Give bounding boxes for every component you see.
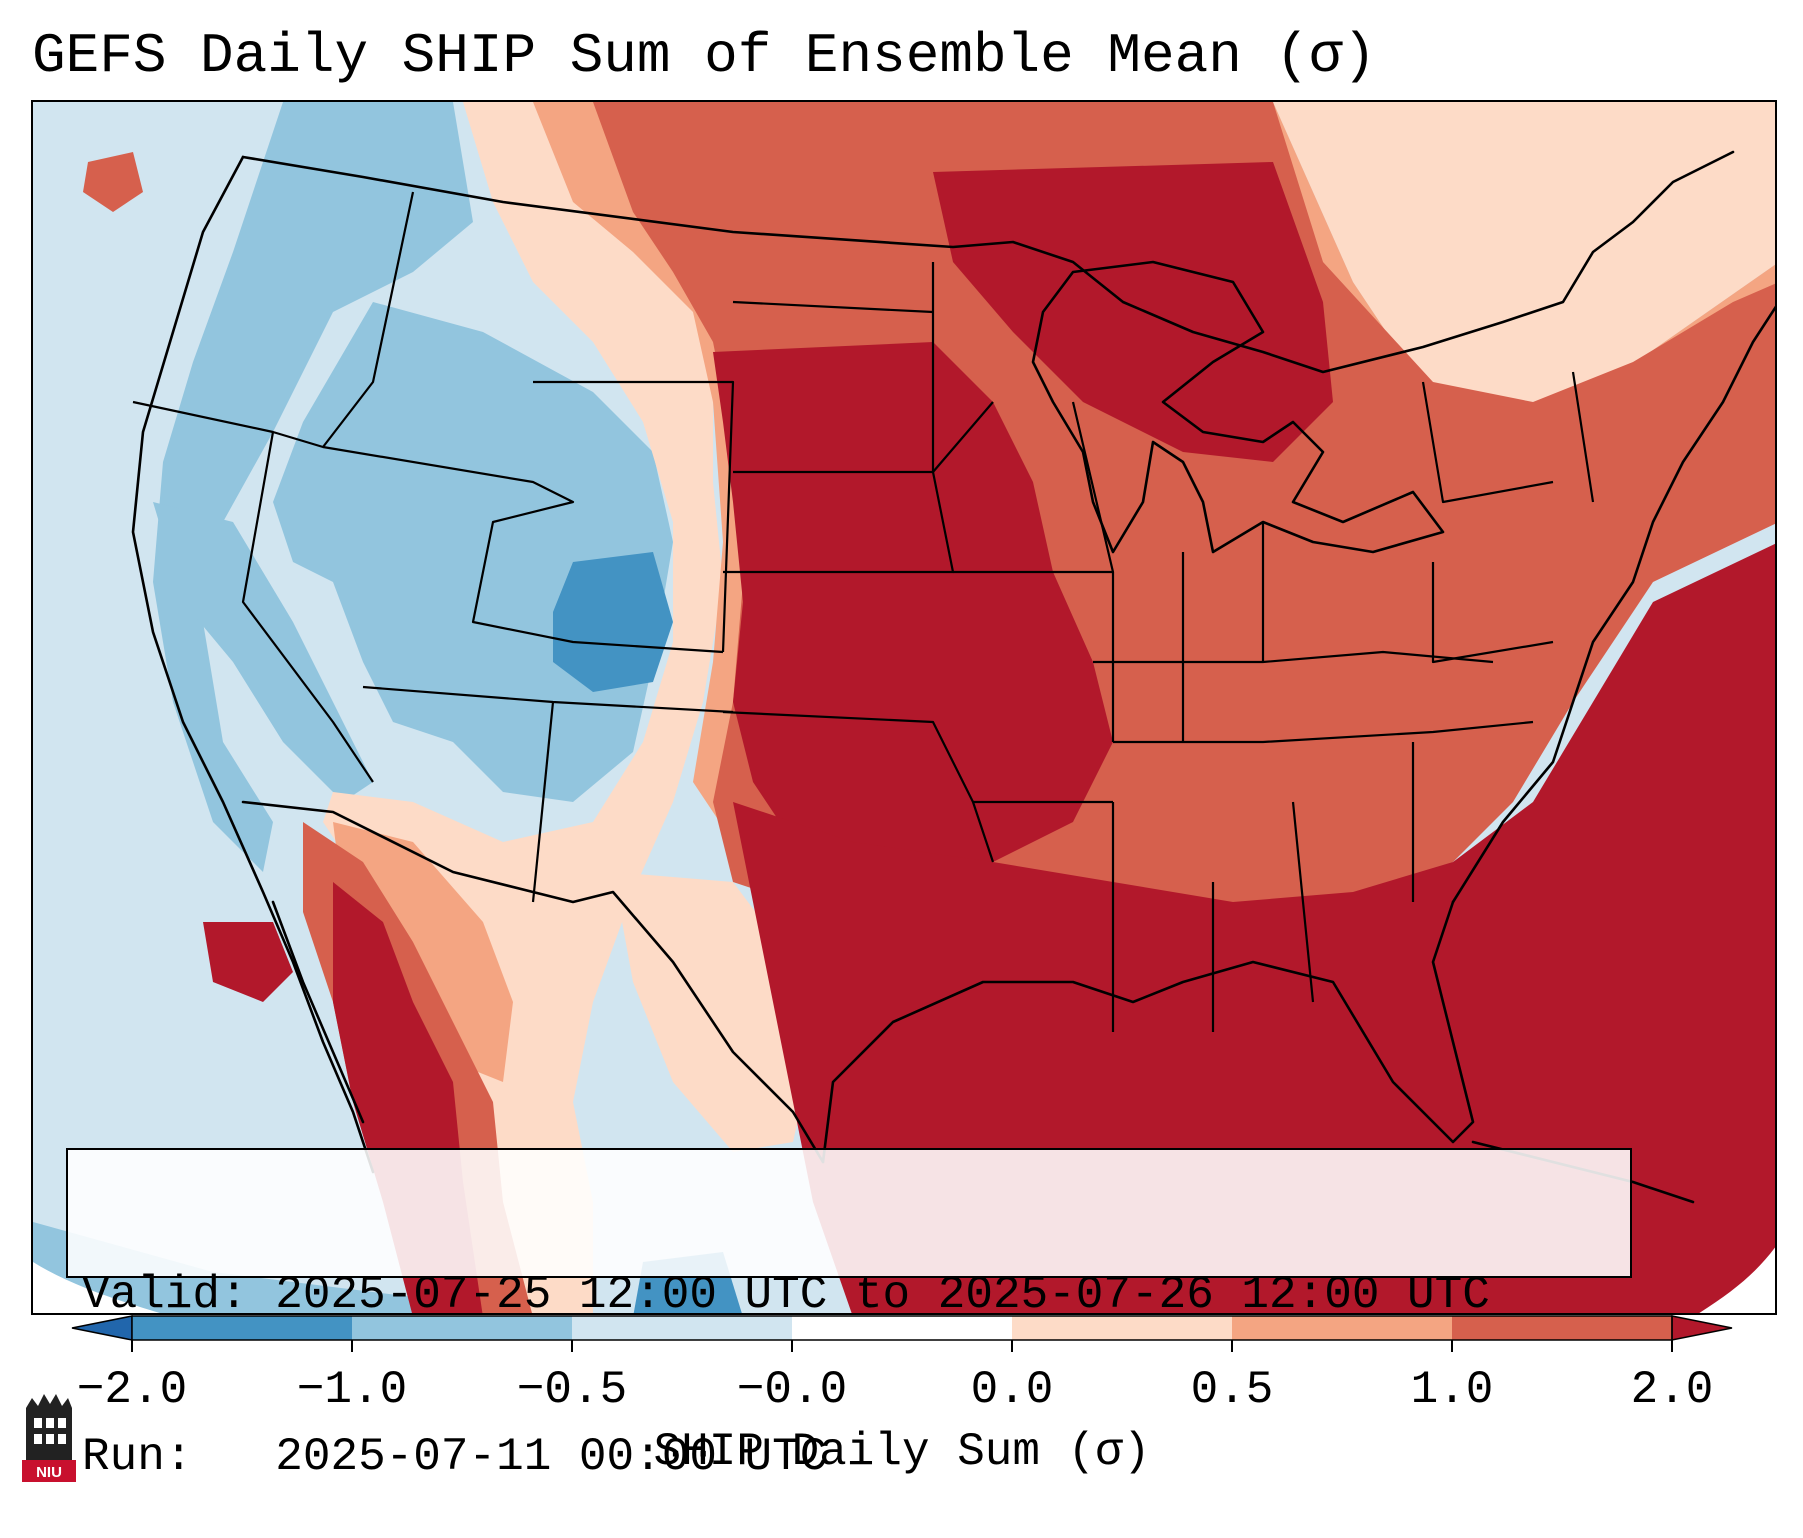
colorbar-tick-label: 1.0	[1410, 1364, 1494, 1416]
us-canada-border	[241, 150, 1735, 374]
field-extreme-positive-south	[733, 543, 1775, 1313]
field-pacific-coast-negative	[153, 102, 473, 872]
colorbar-tick-label: −1.0	[296, 1364, 408, 1416]
colorbar-tick-label: −2.0	[76, 1364, 188, 1416]
niu-logo-text: NIU	[36, 1464, 62, 1481]
colorbar-bin	[352, 1316, 573, 1340]
ship-anomaly-map	[33, 102, 1775, 1313]
colorbar-tick-label: 2.0	[1630, 1364, 1714, 1416]
field-outside-domain-bottom	[33, 1262, 160, 1313]
colorbar-tick-label: 0.5	[1190, 1364, 1274, 1416]
colorbar-bin	[1452, 1316, 1673, 1340]
colorbar-bin	[1012, 1316, 1233, 1340]
field-nevada-negative	[153, 502, 373, 802]
field-southwest-negative-fringe	[33, 1222, 527, 1313]
field-northeast-weak-positive	[1273, 102, 1775, 412]
political-boundaries	[131, 150, 1775, 1204]
colorbar-frame	[131, 1315, 1673, 1341]
state-boundaries	[132, 191, 1595, 1032]
colorbar-label: SHIP Daily Sum (σ)	[653, 1426, 1151, 1478]
baja-california-coast	[271, 900, 365, 1124]
niu-logo-icon: NIU	[20, 1390, 78, 1482]
colorbar-tick-label: −0.5	[516, 1364, 628, 1416]
field-colorado-strong-negative	[553, 552, 673, 692]
colorbar-bin	[1232, 1316, 1453, 1340]
valid-value: 2025-07-25 12:00 UTC to 2025-07-26 12:00…	[275, 1269, 1490, 1321]
map-title: GEFS Daily SHIP Sum of Ensemble Mean (σ)	[32, 24, 1377, 88]
valid-label: Valid:	[82, 1269, 248, 1321]
atlantic-coastline	[1451, 305, 1775, 904]
colorbar-tick-label: 0.0	[970, 1364, 1054, 1416]
great-lakes-outline	[1031, 260, 1445, 554]
colorbar-bin	[572, 1316, 793, 1340]
colorbar-extend-high	[1671, 1315, 1733, 1341]
valid-time-row: Valid: 2025-07-25 12:00 UTC to 2025-07-2…	[82, 1268, 1616, 1322]
field-extreme-positive-upper-midwest	[933, 162, 1333, 462]
field-pacific-extreme-positive	[203, 922, 293, 1002]
valid-run-info-box: Valid: 2025-07-25 12:00 UTC to 2025-07-2…	[66, 1148, 1632, 1483]
gulf-coastline	[821, 900, 1475, 1164]
run-label: Run:	[82, 1431, 193, 1483]
run-value: 2025-07-11 00:00 UTC	[275, 1431, 828, 1483]
field-pacific-patch	[83, 152, 143, 212]
colorbar	[71, 1315, 1733, 1352]
run-time-row: Run: 2025-07-11 00:00 UTC	[82, 1430, 1616, 1484]
field-extreme-positive-plains	[713, 342, 1113, 882]
colorbar-tick-label: −0.0	[736, 1364, 848, 1416]
colorbar-bin	[792, 1316, 1013, 1340]
colorbar-extend-low	[71, 1315, 133, 1341]
us-mexico-border	[241, 800, 825, 1164]
pacific-coastline	[131, 155, 375, 1174]
colorbar-svg	[71, 1315, 1733, 1352]
colorbar-bin	[132, 1316, 353, 1340]
field-outside-domain-bottom-right	[1699, 1247, 1775, 1313]
map-panel	[31, 100, 1777, 1315]
